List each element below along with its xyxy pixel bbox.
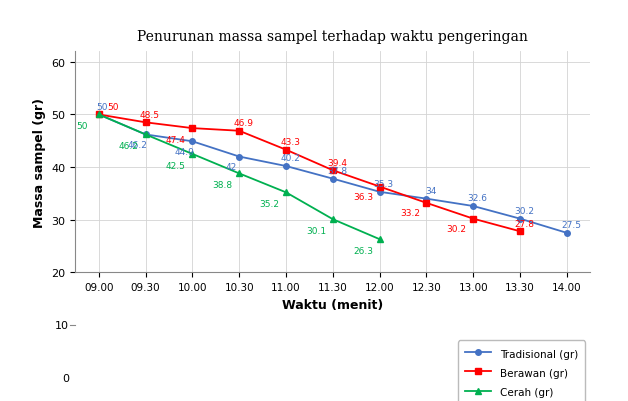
Text: 35.2: 35.2 — [259, 200, 279, 209]
Cerah (gr) — [236, 172, 243, 176]
Berawan (gr) — [470, 217, 477, 221]
Tradisional (gr) — [329, 177, 337, 182]
Berawan (gr) — [516, 229, 524, 234]
Text: 0: 0 — [62, 373, 69, 383]
Line: Cerah (gr): Cerah (gr) — [96, 112, 382, 242]
Cerah (gr) — [188, 152, 196, 157]
Berawan (gr) — [95, 113, 102, 117]
Cerah (gr) — [95, 113, 102, 117]
Text: 35.3: 35.3 — [374, 180, 394, 189]
Text: 39.4: 39.4 — [327, 158, 347, 167]
Line: Berawan (gr): Berawan (gr) — [96, 112, 523, 235]
Berawan (gr) — [142, 121, 149, 126]
Text: 50: 50 — [107, 103, 119, 111]
Berawan (gr) — [376, 185, 384, 190]
Text: 46.9: 46.9 — [234, 119, 253, 128]
Text: 50: 50 — [77, 122, 88, 131]
Tradisional (gr) — [142, 133, 149, 138]
Text: 42.5: 42.5 — [166, 161, 186, 170]
Text: 27.8: 27.8 — [514, 219, 534, 228]
Tradisional (gr) — [188, 140, 196, 144]
Text: 40.2: 40.2 — [280, 154, 300, 163]
Text: 48.5: 48.5 — [140, 111, 160, 119]
Text: 46.2: 46.2 — [127, 141, 147, 150]
Tradisional (gr) — [236, 155, 243, 160]
Text: 30.1: 30.1 — [306, 227, 326, 235]
Text: 37.8: 37.8 — [327, 167, 347, 176]
Cerah (gr) — [142, 133, 149, 138]
Cerah (gr) — [376, 237, 384, 242]
Text: 43.3: 43.3 — [280, 138, 300, 147]
X-axis label: Waktu (menit): Waktu (menit) — [282, 298, 384, 311]
Text: 36.3: 36.3 — [353, 192, 373, 202]
Title: Penurunan massa sampel terhadap waktu pengeringan: Penurunan massa sampel terhadap waktu pe… — [138, 30, 528, 44]
Tradisional (gr) — [470, 204, 477, 209]
Text: 10: 10 — [55, 320, 69, 330]
Text: 26.3: 26.3 — [353, 247, 373, 255]
Text: 30.2: 30.2 — [447, 225, 467, 233]
Tradisional (gr) — [376, 190, 384, 195]
Tradisional (gr) — [282, 164, 290, 169]
Text: 44.9: 44.9 — [174, 148, 194, 156]
Text: 27.5: 27.5 — [561, 221, 581, 230]
Legend: Tradisional (gr), Berawan (gr), Cerah (gr): Tradisional (gr), Berawan (gr), Cerah (g… — [458, 340, 585, 401]
Text: 42: 42 — [225, 163, 237, 172]
Berawan (gr) — [282, 148, 290, 153]
Text: 34: 34 — [425, 186, 436, 196]
Line: Tradisional (gr): Tradisional (gr) — [96, 112, 570, 236]
Cerah (gr) — [329, 217, 337, 222]
Berawan (gr) — [329, 168, 337, 173]
Text: 38.8: 38.8 — [212, 181, 232, 190]
Text: 30.2: 30.2 — [514, 207, 534, 216]
Text: 50: 50 — [96, 103, 107, 111]
Y-axis label: Massa sampel (gr): Massa sampel (gr) — [33, 97, 46, 227]
Tradisional (gr) — [95, 113, 102, 117]
Berawan (gr) — [188, 126, 196, 131]
Berawan (gr) — [423, 201, 430, 206]
Tradisional (gr) — [563, 231, 571, 236]
Text: 32.6: 32.6 — [467, 194, 487, 203]
Text: 33.2: 33.2 — [400, 209, 420, 218]
Cerah (gr) — [282, 190, 290, 195]
Berawan (gr) — [236, 129, 243, 134]
Text: 46.2: 46.2 — [119, 142, 139, 151]
Text: 47.4: 47.4 — [166, 136, 186, 145]
Tradisional (gr) — [423, 197, 430, 202]
Tradisional (gr) — [516, 217, 524, 221]
